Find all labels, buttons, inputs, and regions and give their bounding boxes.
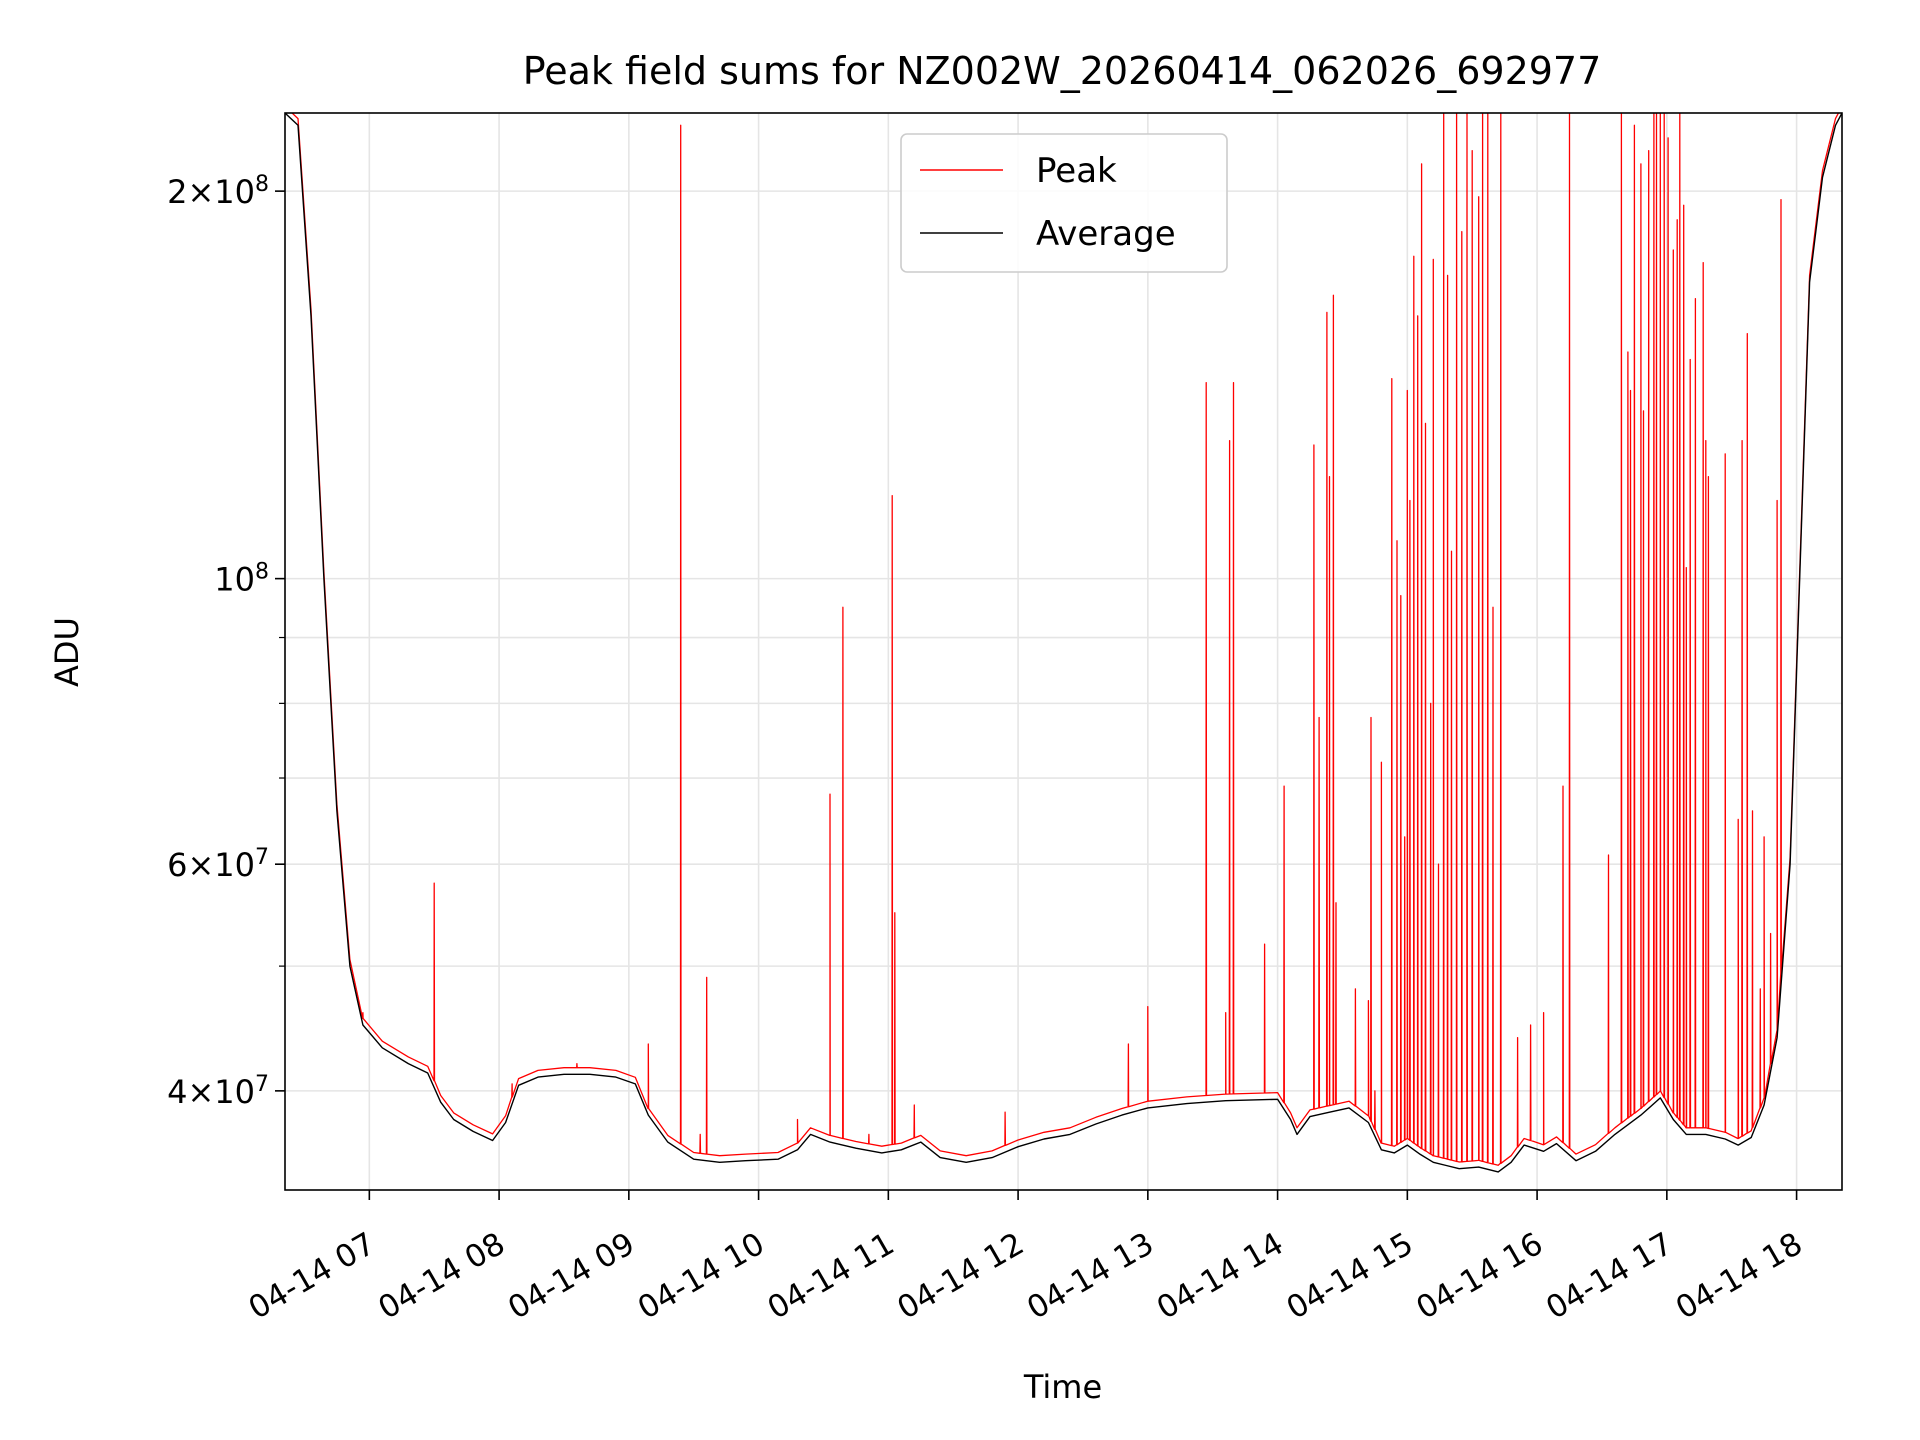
legend-frame bbox=[900, 133, 1228, 273]
chart-title: Peak field sums for NZ002W_20260414_0620… bbox=[523, 49, 1602, 93]
y-axis: 4×107 6×107 108 2×108 bbox=[167, 172, 285, 1111]
y-axis-label: ADU bbox=[48, 617, 86, 687]
legend-peak-label: Peak bbox=[1036, 151, 1117, 191]
y-tick-label: 4×107 bbox=[167, 1071, 269, 1111]
y-tick-label: 108 bbox=[214, 559, 269, 599]
x-axis-label: Time bbox=[1023, 1368, 1102, 1406]
axes-frame bbox=[284, 112, 1843, 1191]
y-tick-label: 2×108 bbox=[167, 172, 269, 212]
average-series-line bbox=[285, 113, 1842, 1173]
y-tick-label: 6×107 bbox=[167, 845, 269, 885]
legend-average-label: Average bbox=[1036, 214, 1176, 254]
axes-background bbox=[285, 113, 1842, 1190]
legend: Peak Average bbox=[900, 133, 1228, 273]
series-layer bbox=[285, 113, 1842, 1173]
peak-series-line bbox=[291, 113, 1840, 1166]
